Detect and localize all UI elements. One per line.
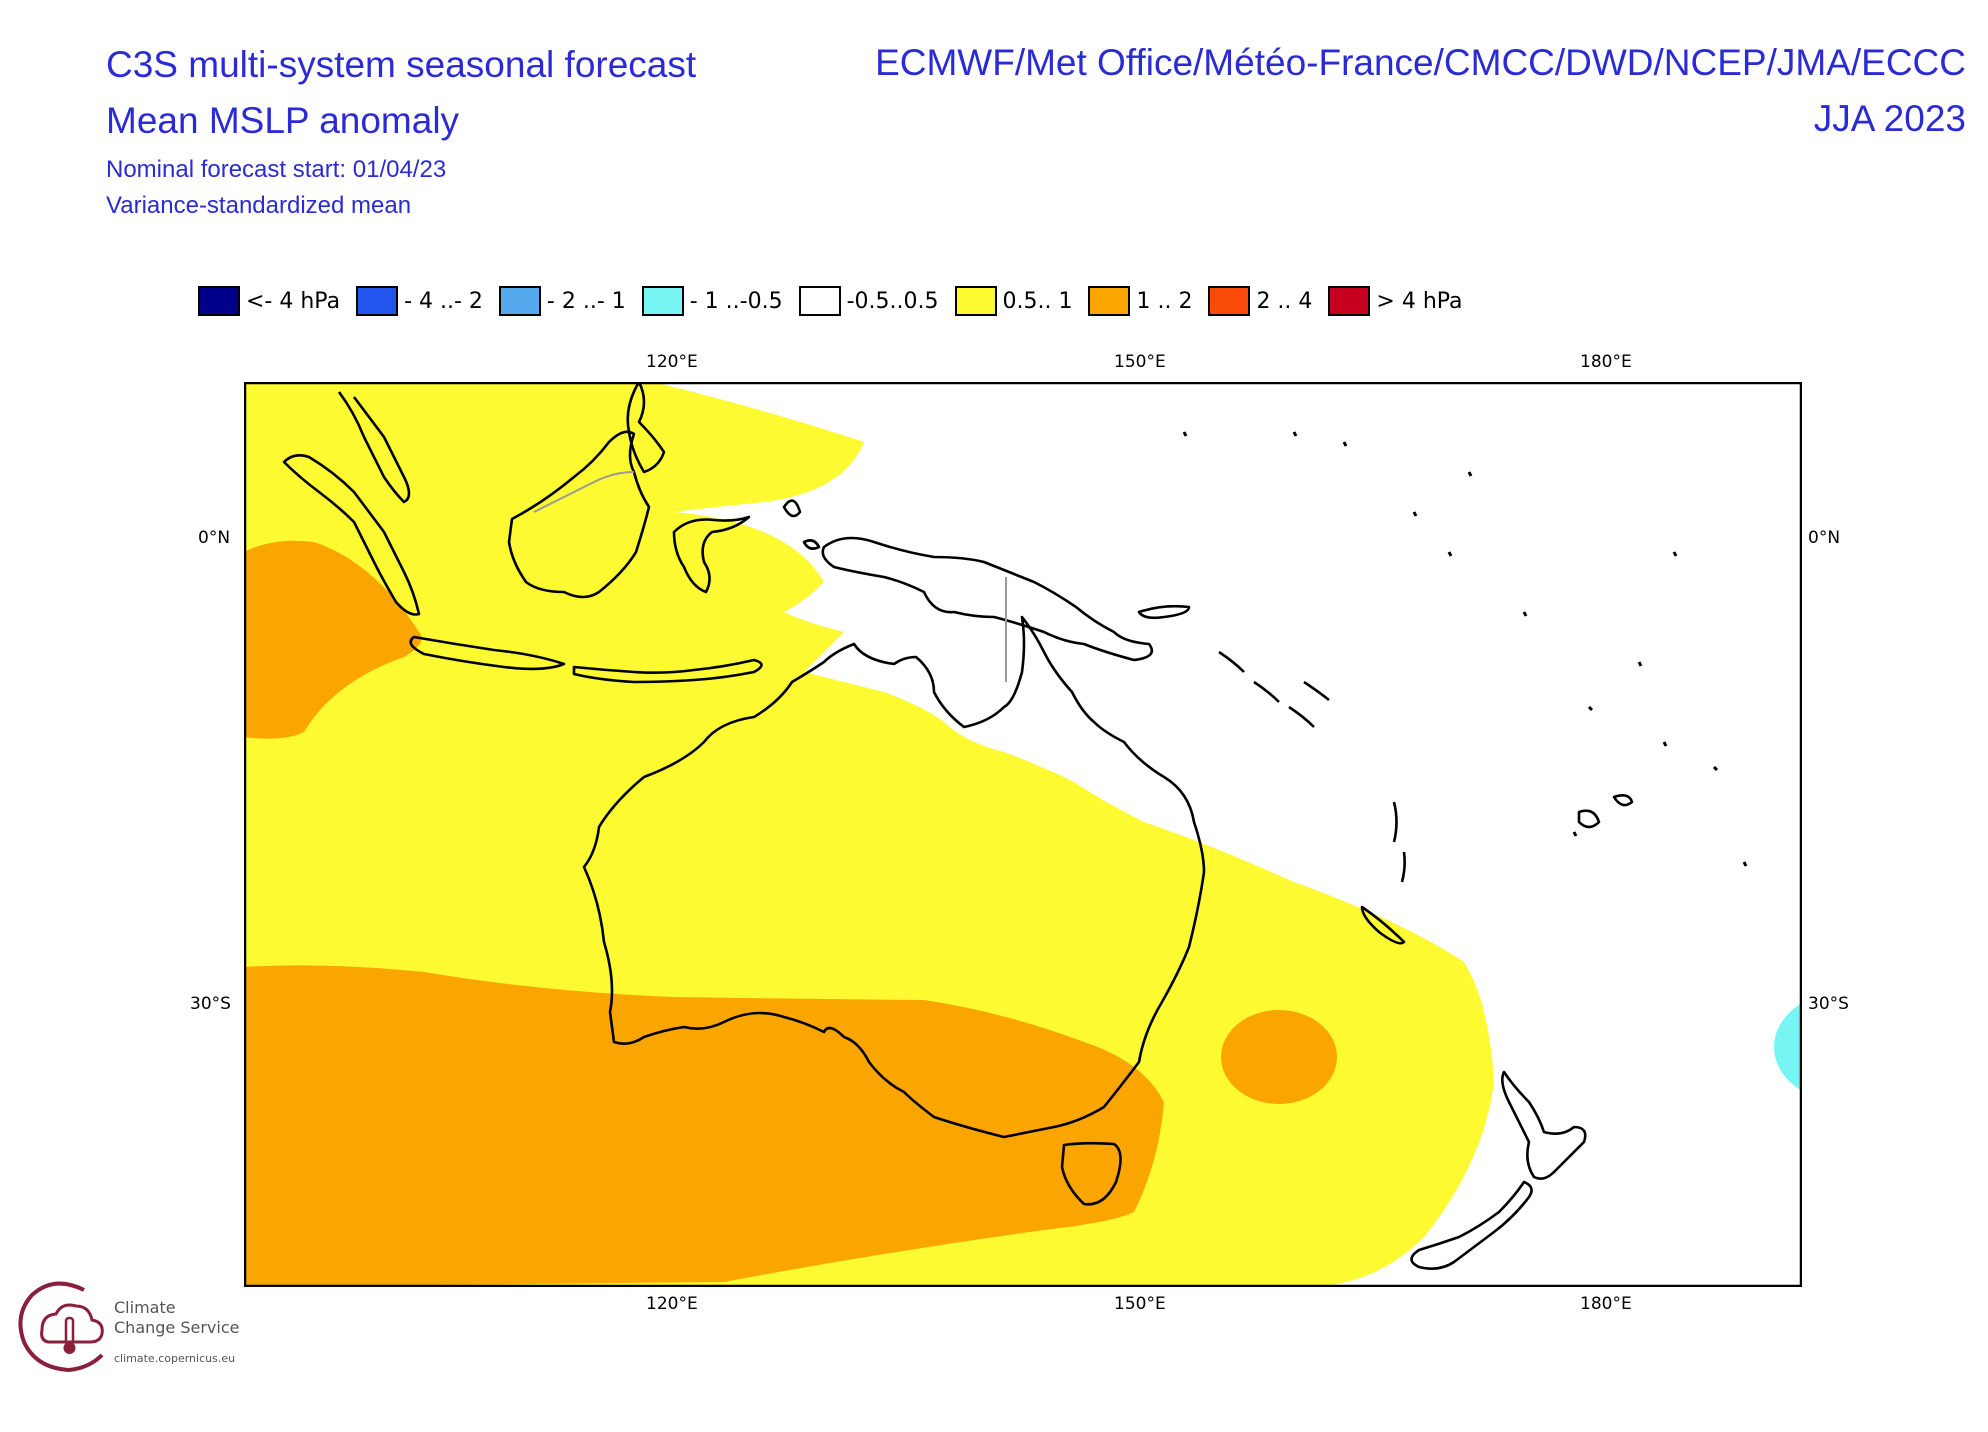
anomaly-map <box>244 382 1802 1287</box>
c3s-logo: Climate Change Service climate.copernicu… <box>14 1270 274 1380</box>
method-text: Variance-standardized mean <box>106 192 412 219</box>
legend-item: 2 .. 4 <box>1208 286 1312 316</box>
legend-swatch <box>641 286 684 316</box>
moluccas-coastline <box>782 499 821 550</box>
logo-line-2: Change Service <box>114 1318 240 1337</box>
axis-left-label: 0°N <box>198 528 231 548</box>
season-text: JJA 2023 <box>1813 98 1966 139</box>
legend-swatch <box>1208 286 1251 316</box>
new-caledonia-coastline <box>1360 905 1406 945</box>
legend-item: - 1 ..-0.5 <box>641 286 783 316</box>
legend-item: 1 .. 2 <box>1088 286 1192 316</box>
pacific-islets <box>1182 431 1748 867</box>
title-line-2: Mean MSLP anomaly <box>106 100 460 141</box>
forecast-start-text: Nominal forecast start: 01/04/23 <box>106 156 447 183</box>
borders <box>533 471 1007 682</box>
new-britain-coastline <box>1137 604 1191 620</box>
axis-right-label: 0°N <box>1808 528 1841 548</box>
tasmania-coastline <box>1060 1141 1122 1206</box>
legend-label: 0.5.. 1 <box>1002 288 1073 314</box>
legend-swatch <box>1328 286 1371 316</box>
axis-top-label: 180°E <box>1580 352 1632 372</box>
malay-peninsula-coastline <box>337 391 411 504</box>
legend-swatch <box>198 286 240 316</box>
axis-bottom-label: 120°E <box>646 1294 698 1314</box>
australia-coastline <box>582 615 1206 1139</box>
axis-bottom-label: 180°E <box>1580 1294 1632 1314</box>
lesser-sunda-coastline <box>572 658 763 684</box>
legend-swatch <box>798 286 841 316</box>
anomaly-region-minus1-minus0.5 <box>1774 1003 1802 1091</box>
anomaly-region-1-2-west <box>244 540 422 739</box>
legend-item: - 4 ..- 2 <box>356 286 483 316</box>
legend-item: > 4 hPa <box>1328 286 1463 316</box>
legend-swatch <box>954 286 997 316</box>
legend-swatch <box>498 286 541 316</box>
centres-text: ECMWF/Met Office/Météo-France/CMCC/DWD/N… <box>875 42 1966 83</box>
legend-label: - 2 ..- 1 <box>546 288 626 314</box>
legend-label: 1 .. 2 <box>1136 288 1193 314</box>
legend-label: > 4 hPa <box>1376 288 1463 314</box>
legend: <- 4 hPa - 4 ..- 2 - 2 ..- 1 - 1 ..-0.5 … <box>198 284 1479 318</box>
axis-bottom-label: 150°E <box>1114 1294 1166 1314</box>
borneo-border <box>533 471 635 513</box>
anomaly-region-1-2-south <box>244 965 1164 1287</box>
legend-item: -0.5..0.5 <box>798 286 939 316</box>
logo-line-1: Climate <box>114 1298 176 1317</box>
new-guinea-coastline <box>821 536 1154 662</box>
vanuatu-coastline <box>1392 801 1406 883</box>
legend-item: 0.5.. 1 <box>954 286 1073 316</box>
solomon-islands-coastline <box>1218 650 1330 728</box>
fiji-coastline <box>1577 794 1634 829</box>
axis-top-label: 150°E <box>1114 352 1166 372</box>
philippines-coastline <box>626 382 666 474</box>
axis-top-label: 120°E <box>646 352 698 372</box>
legend-label: - 4 ..- 2 <box>404 288 483 314</box>
legend-swatch <box>356 286 399 316</box>
borneo-coastline <box>507 430 651 599</box>
nz-north-island-coastline <box>1501 1070 1587 1180</box>
c3s-logo-icon <box>18 1281 104 1373</box>
legend-item: <- 4 hPa <box>198 286 340 316</box>
anomaly-region-1-2-tasman <box>1221 1010 1337 1104</box>
legend-label: - 1 ..-0.5 <box>689 288 783 314</box>
axis-left-label: 30°S <box>190 994 231 1014</box>
legend-swatch <box>1088 286 1131 316</box>
legend-item: - 2 ..- 1 <box>498 286 626 316</box>
nz-south-island-coastline <box>1410 1180 1533 1270</box>
java-coastline <box>409 635 566 671</box>
legend-label: <- 4 hPa <box>246 288 341 314</box>
sulawesi-coastline <box>672 515 751 594</box>
legend-label: 2 .. 4 <box>1256 288 1313 314</box>
title-line-1: C3S multi-system seasonal forecast <box>106 44 697 85</box>
sumatra-coastline <box>282 454 421 616</box>
axis-right-label: 30°S <box>1808 994 1849 1014</box>
legend-label: -0.5..0.5 <box>846 288 939 314</box>
map-frame <box>244 382 1802 1287</box>
logo-url: climate.copernicus.eu <box>114 1352 236 1365</box>
coastlines <box>282 382 1748 1270</box>
